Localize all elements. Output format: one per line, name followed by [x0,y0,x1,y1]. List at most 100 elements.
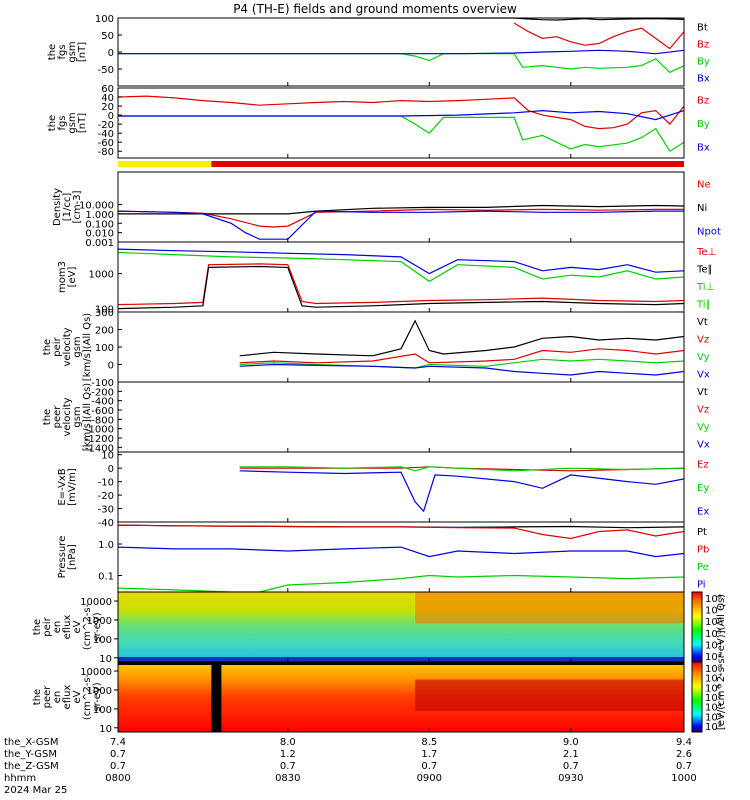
y-tick-label: 10000 [80,667,112,678]
spectrogram-gap [211,662,222,732]
panel-frame [117,661,685,733]
series-line-Ni [118,204,685,215]
y-tick-label: -1000 [85,425,114,436]
series-line-Ex [239,470,685,513]
series-line-Bx [118,49,685,55]
legend-entry: Npot [697,226,721,237]
y-axis-label: Density [52,188,63,226]
date-label: 2024 Mar 25 [4,785,67,796]
legend-entry: Vy [697,422,710,433]
y-tick-label: 100 [93,705,112,716]
legend-entry: Vt [697,317,708,328]
legend-entry: Vz [697,404,709,415]
x-tick-label: 9.4 [676,737,692,748]
y-axis-label: en [52,621,63,634]
y-axis-label: gsm [67,41,78,62]
y-axis-label: (cm^2-s- [82,603,93,650]
x-row-label: the_Y-GSM [4,749,57,760]
colorbar-1 [691,591,703,663]
y-tick-label: 0 [108,361,114,372]
y-axis-label: the [47,44,58,60]
y-tick-label: -20 [98,491,114,502]
y-tick-label: -100 [91,378,114,389]
y-tick-label: 100 [95,14,114,25]
y-axis-label: the [32,619,43,635]
colorbar-tick-label: 10⁴ [705,640,722,651]
y-tick-label: -40 [98,129,114,140]
series-line-Ti⊥ [117,251,685,283]
series-line-Vz [239,348,685,364]
y-tick-label: 300 [95,308,114,319]
legend-entry: Vx [697,439,710,450]
x-row-label: the_Z-GSM [4,761,59,772]
y-tick-label: 200 [95,326,114,337]
panel-frame [117,87,685,159]
colorbar-tick-label: 10⁷ [705,674,722,685]
y-axis-label: peir [42,616,53,636]
series-line-Pb [117,524,685,540]
y-axis-label: velocity [62,327,73,366]
y-axis-label: the [42,409,53,425]
x-tick-label: 0.7 [280,761,296,772]
y-tick-label: 60 [101,84,114,95]
y-axis-label: eflux [62,615,73,640]
y-axis-label: eV [72,690,83,703]
mode-bar-red [211,161,684,167]
legend-entry: Pe [697,562,709,573]
y-axis-label: peir [52,336,63,356]
y-tick-label: -600 [91,406,114,417]
y-axis-label: eV [72,620,83,633]
x-row-label: hhmm [4,773,36,784]
x-tick-label: 2.1 [563,749,579,760]
colorbar-tick-label: 10⁸ [705,664,722,675]
series-line-By [118,53,685,74]
y-tick-label: 50 [101,31,114,42]
colorbar-tick-label: 10⁵ [705,629,722,640]
x-tick-label: 7.4 [110,737,126,748]
y-axis-label: sr-eV) [92,612,103,641]
y-tick-label: 10 [99,724,112,735]
series-line-Ey [239,466,685,472]
series-line-Vy [239,358,685,369]
y-axis-label: fgs [57,115,68,130]
colorbar-tick-label: 10² [705,722,722,733]
y-axis-label: [mV/m] [67,468,78,506]
x-tick-label: 8.0 [280,737,296,748]
panel-frame [117,381,685,453]
colorbar-tick-label: 10³ [705,712,722,723]
y-tick-label: 0.1 [98,572,114,583]
legend-entry: Bt [697,23,708,34]
x-tick-label: 9.0 [563,737,579,748]
y-axis-label: [nPa] [67,544,78,570]
y-tick-label: 0.100 [85,219,114,230]
series-line-Vx [239,363,685,376]
legend-entry: Ne [697,180,711,191]
y-tick-label: 100 [95,305,114,316]
legend-entry: Pb [697,544,709,555]
panel-frame [117,521,685,593]
panel-frame [117,17,685,87]
y-axis-label: the [47,115,58,131]
spectrogram-low-band [118,657,684,662]
y-axis-label: peer [52,405,63,429]
mode-bar-yellow [118,161,212,167]
colorbar-tick-label: 10⁸ [705,594,722,605]
legend-entry: Te⊥ [696,247,716,258]
legend-entry: Bz [697,96,709,107]
x-tick-label: 8.5 [421,737,437,748]
series-line-Te∥ [117,265,685,310]
y-axis-label: peer [42,685,53,709]
y-tick-label: 1000 [87,616,112,627]
legend-entry: Te∥ [696,264,713,275]
y-tick-label: -50 [98,65,114,76]
y-axis-label: [eV] [67,267,78,288]
panel-frame [117,451,685,523]
x-tick-label: 0.7 [110,749,126,760]
colorbar-tick-label: 10⁴ [705,703,722,714]
y-axis-label: E=-VxB [57,468,68,505]
legend-entry: Pt [697,527,707,538]
x-tick-label: 0.7 [676,761,692,772]
series-line-Vt [239,319,685,357]
series-line-By [118,115,685,153]
